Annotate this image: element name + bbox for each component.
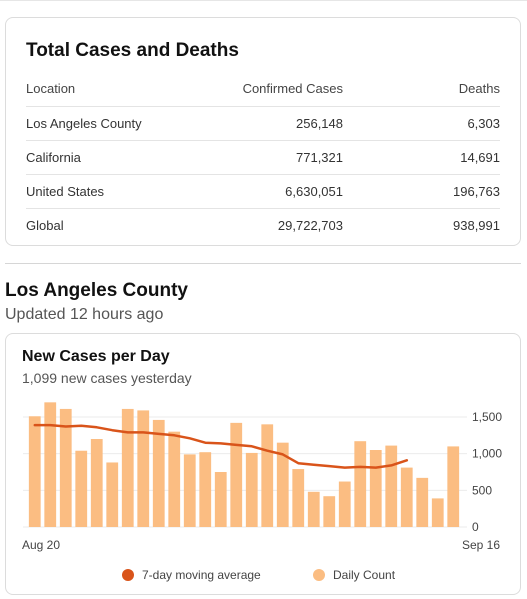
bar <box>230 422 243 527</box>
x-tick-label-start: Aug 20 <box>22 538 60 552</box>
county-title: Los Angeles County <box>5 280 188 301</box>
row-confirmed: 771,321 <box>226 139 343 174</box>
totals-card: Total Cases and Deaths Location Confirme… <box>5 17 521 246</box>
bar <box>323 496 336 527</box>
row-deaths: 938,991 <box>343 207 500 242</box>
row-deaths: 6,303 <box>343 105 500 140</box>
chart-subtitle: 1,099 new cases yesterday <box>22 370 192 386</box>
moving-average-line <box>33 423 409 469</box>
bar <box>431 498 444 527</box>
bar <box>416 477 429 527</box>
row-deaths: 196,763 <box>343 173 500 208</box>
header-deaths: Deaths <box>343 72 500 107</box>
legend-bar-swatch <box>313 569 325 581</box>
bar <box>28 416 41 527</box>
bar <box>400 467 413 527</box>
new-cases-chart: 0 500 1,000 1,500 Aug 20 Sep 16 <box>22 402 502 552</box>
legend-daily: Daily Count <box>313 568 395 582</box>
bar <box>121 408 134 527</box>
bar <box>369 450 382 527</box>
bar <box>307 491 320 527</box>
new-cases-card: New Cases per Day 1,099 new cases yester… <box>5 333 521 595</box>
bar <box>245 452 258 527</box>
table-row: United States 6,630,051 196,763 <box>26 173 500 208</box>
bar <box>214 472 227 527</box>
legend-moving-average: 7-day moving average <box>122 568 261 582</box>
chart-title: New Cases per Day <box>22 348 170 365</box>
table-header-row: Location Confirmed Cases Deaths <box>26 72 500 107</box>
cases-table: Location Confirmed Cases Deaths Los Ange… <box>26 72 500 242</box>
row-location: Global <box>26 207 226 242</box>
top-rule <box>0 0 527 1</box>
legend-daily-label: Daily Count <box>333 568 396 582</box>
y-tick-label: 1,000 <box>472 447 502 461</box>
bar <box>90 439 103 527</box>
bar <box>199 452 212 527</box>
row-deaths: 14,691 <box>343 139 500 174</box>
bar <box>292 469 305 527</box>
x-tick-label-end: Sep 16 <box>462 538 500 552</box>
table-row: Global 29,722,703 938,991 <box>26 207 500 242</box>
bar <box>183 454 196 527</box>
table-row: Los Angeles County 256,148 6,303 <box>26 105 500 140</box>
county-updated: Updated 12 hours ago <box>5 306 164 323</box>
bar <box>385 445 398 527</box>
bar <box>152 419 165 527</box>
y-tick-label: 1,500 <box>472 410 502 424</box>
bar <box>354 441 367 527</box>
totals-title: Total Cases and Deaths <box>26 40 239 61</box>
y-tick-label: 500 <box>472 483 492 497</box>
header-location: Location <box>26 72 226 107</box>
row-confirmed: 256,148 <box>226 105 343 140</box>
row-confirmed: 29,722,703 <box>226 207 343 242</box>
table-row: California 771,321 14,691 <box>26 139 500 174</box>
row-location: Los Angeles County <box>26 105 226 140</box>
row-confirmed: 6,630,051 <box>226 173 343 208</box>
header-confirmed: Confirmed Cases <box>226 72 343 107</box>
y-tick-label: 0 <box>472 520 479 534</box>
bar <box>261 424 274 527</box>
row-location: California <box>26 139 226 174</box>
row-location: United States <box>26 173 226 208</box>
bar <box>59 408 72 527</box>
legend-moving-average-label: 7-day moving average <box>142 568 261 582</box>
bar <box>75 450 88 527</box>
legend-line-swatch <box>122 569 134 581</box>
bar <box>44 402 57 527</box>
bar <box>168 431 181 527</box>
bar <box>447 446 460 527</box>
bar <box>276 442 289 527</box>
bar <box>338 481 351 527</box>
section-divider <box>5 263 521 264</box>
bar <box>137 410 150 527</box>
bar <box>106 462 119 527</box>
